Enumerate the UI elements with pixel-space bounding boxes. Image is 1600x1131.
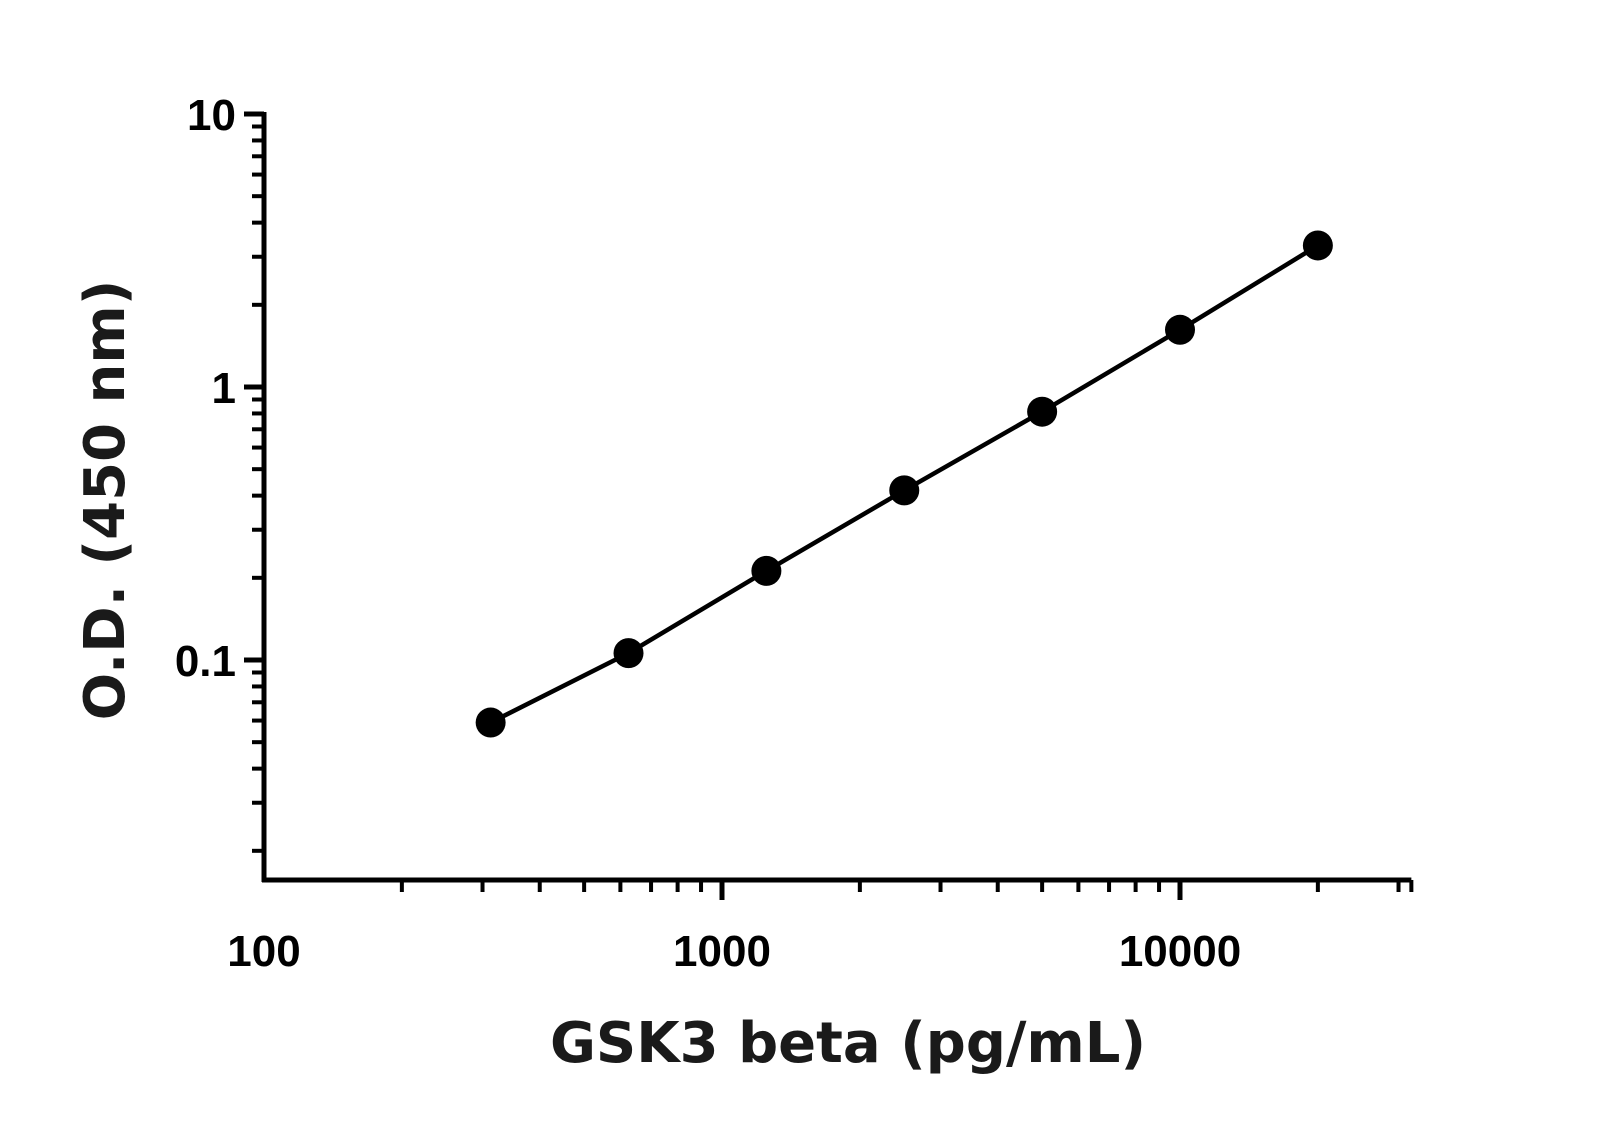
data-point bbox=[1302, 230, 1333, 261]
x-axis-title: GSK3 beta (pg/mL) bbox=[550, 1011, 1146, 1076]
y-tick-labels: 0.1 1 10 bbox=[175, 91, 236, 686]
x-tick-labels: 100 1000 10000 bbox=[227, 927, 1241, 976]
y-tick-label: 10 bbox=[187, 91, 236, 140]
x-tick-label: 1000 bbox=[673, 927, 771, 976]
series-group bbox=[475, 230, 1333, 738]
data-point bbox=[1165, 314, 1195, 345]
x-tick-label: 10000 bbox=[1119, 927, 1241, 976]
data-point bbox=[889, 475, 920, 506]
data-point bbox=[1027, 396, 1058, 427]
y-axis-title: O.D. (450 nm) bbox=[73, 280, 138, 721]
y-tick-label: 1 bbox=[212, 364, 236, 413]
data-point bbox=[475, 707, 506, 738]
x-tick-label: 100 bbox=[227, 927, 300, 976]
axes bbox=[244, 111, 1414, 900]
y-tick-label: 0.1 bbox=[175, 637, 236, 686]
data-point bbox=[751, 555, 782, 586]
data-point bbox=[613, 638, 644, 669]
